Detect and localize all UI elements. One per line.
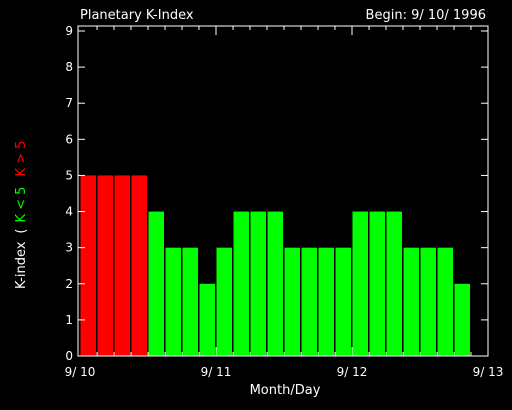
y-tick-label: 0 xyxy=(65,349,73,363)
bar xyxy=(318,247,334,356)
bar xyxy=(301,247,317,356)
y-tick-label: 7 xyxy=(65,96,73,110)
y-axis-ticks: 0 1 2 3 4 5 6 7 8 9 xyxy=(65,24,488,363)
y-tick-label: 6 xyxy=(65,132,73,146)
bar xyxy=(335,247,351,356)
bar xyxy=(454,283,470,356)
x-tick-label: 9/ 12 xyxy=(337,365,368,379)
bar xyxy=(250,211,266,356)
bar xyxy=(284,247,300,356)
bar xyxy=(352,211,368,356)
plot-frame xyxy=(77,25,489,357)
bar xyxy=(369,211,385,356)
y-tick-label: 4 xyxy=(65,205,73,219)
bar xyxy=(182,247,198,356)
y-axis-label-prefix: K-index xyxy=(14,241,29,289)
y-tick-label: 9 xyxy=(65,24,73,38)
x-axis-label: Month/Day xyxy=(250,383,321,398)
x-tick-label: 9/ 13 xyxy=(473,365,504,379)
bar xyxy=(437,247,453,356)
bar xyxy=(148,211,164,356)
bar xyxy=(420,247,436,356)
chart-title: Planetary K-Index xyxy=(80,8,194,23)
bar xyxy=(114,175,130,356)
y-axis-label-paren: ( xyxy=(14,229,29,234)
x-tick-label: 9/ 11 xyxy=(201,365,232,379)
bar xyxy=(403,247,419,356)
y-axis-label: K-index ( K < 5 K > 5 xyxy=(14,141,29,289)
bar xyxy=(216,247,232,356)
bar xyxy=(131,175,147,356)
x-tick-label: 9/ 10 xyxy=(65,365,96,379)
y-axis-label-high: K > 5 xyxy=(14,141,29,177)
bar xyxy=(386,211,402,356)
begin-date-label: Begin: 9/ 10/ 1996 xyxy=(366,8,486,23)
y-tick-label: 2 xyxy=(65,277,73,291)
bar xyxy=(165,247,181,356)
bars-group xyxy=(80,175,470,356)
y-tick-label: 8 xyxy=(65,60,73,74)
bar xyxy=(97,175,113,356)
y-axis-label-low: K < 5 xyxy=(14,187,29,223)
y-tick-label: 5 xyxy=(65,168,73,182)
bar xyxy=(199,283,215,356)
y-tick-label: 3 xyxy=(65,241,73,255)
y-tick-label: 1 xyxy=(65,313,73,327)
x-axis-ticks: 9/ 10 9/ 11 9/ 12 9/ 13 xyxy=(65,26,504,379)
bar xyxy=(267,211,283,356)
bar xyxy=(233,211,249,356)
bar xyxy=(80,175,96,356)
